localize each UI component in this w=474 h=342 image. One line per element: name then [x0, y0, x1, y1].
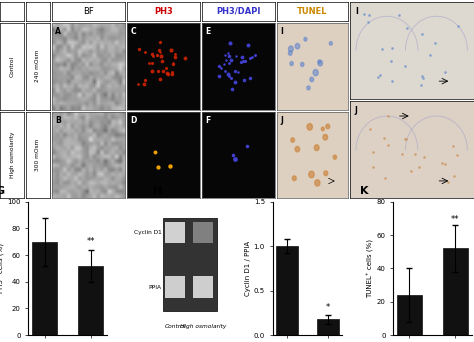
Text: H: H: [153, 186, 162, 196]
Circle shape: [307, 86, 310, 90]
Text: E: E: [205, 27, 210, 36]
Text: C: C: [130, 27, 136, 36]
Text: D: D: [130, 116, 137, 125]
Circle shape: [291, 138, 294, 142]
Text: **: **: [451, 215, 460, 224]
Circle shape: [292, 176, 296, 181]
Text: I: I: [280, 27, 283, 36]
Text: B: B: [55, 116, 61, 125]
Text: I: I: [355, 6, 358, 15]
Text: TUNEL: TUNEL: [297, 7, 328, 16]
Circle shape: [324, 171, 328, 176]
Bar: [32, 242, 57, 335]
Y-axis label: Cyclin D1 / PPIA: Cyclin D1 / PPIA: [245, 241, 251, 296]
Text: *: *: [326, 303, 330, 312]
Circle shape: [326, 124, 330, 129]
Circle shape: [310, 77, 314, 82]
Circle shape: [295, 43, 300, 49]
Circle shape: [290, 62, 293, 66]
Bar: [193, 276, 213, 298]
Text: Control: Control: [10, 56, 15, 77]
Circle shape: [318, 61, 322, 66]
Circle shape: [318, 60, 321, 64]
Bar: [276, 246, 298, 335]
Bar: [317, 319, 339, 335]
Circle shape: [301, 62, 304, 66]
Circle shape: [309, 171, 314, 178]
Text: F: F: [205, 116, 210, 125]
Bar: [165, 222, 185, 243]
Bar: [443, 248, 468, 335]
Text: G: G: [0, 186, 5, 196]
Text: BF: BF: [83, 7, 94, 16]
Circle shape: [321, 127, 324, 131]
Circle shape: [315, 180, 320, 186]
Circle shape: [314, 145, 319, 150]
Circle shape: [329, 42, 332, 45]
Text: Control: Control: [164, 325, 186, 329]
Circle shape: [304, 37, 307, 41]
Text: PPIA: PPIA: [149, 285, 162, 290]
Y-axis label: TUNEL⁺ cells (%): TUNEL⁺ cells (%): [366, 239, 374, 298]
Circle shape: [288, 51, 292, 55]
Text: 240 mOsm: 240 mOsm: [36, 50, 40, 82]
Text: J: J: [355, 106, 358, 115]
Circle shape: [289, 46, 293, 52]
Circle shape: [295, 146, 300, 152]
Text: Cyclin D1: Cyclin D1: [134, 230, 162, 235]
Text: PH3/DAPI: PH3/DAPI: [216, 7, 261, 16]
Text: A: A: [55, 27, 61, 36]
Text: High osmolarity: High osmolarity: [10, 132, 15, 178]
Circle shape: [313, 69, 318, 76]
Text: K: K: [360, 186, 369, 196]
Y-axis label: PH3⁺ cells (%): PH3⁺ cells (%): [0, 244, 5, 293]
Bar: [193, 222, 213, 243]
Text: **: **: [86, 237, 95, 247]
Circle shape: [307, 123, 312, 130]
Bar: [397, 295, 422, 335]
Text: J: J: [280, 116, 283, 125]
Circle shape: [323, 134, 328, 140]
Bar: [163, 218, 217, 311]
Text: PH3: PH3: [154, 7, 173, 16]
Text: 300 mOsm: 300 mOsm: [36, 139, 40, 171]
Bar: [78, 266, 103, 335]
Text: High osmolarity: High osmolarity: [180, 325, 227, 329]
Bar: [165, 276, 185, 298]
Circle shape: [333, 155, 337, 159]
